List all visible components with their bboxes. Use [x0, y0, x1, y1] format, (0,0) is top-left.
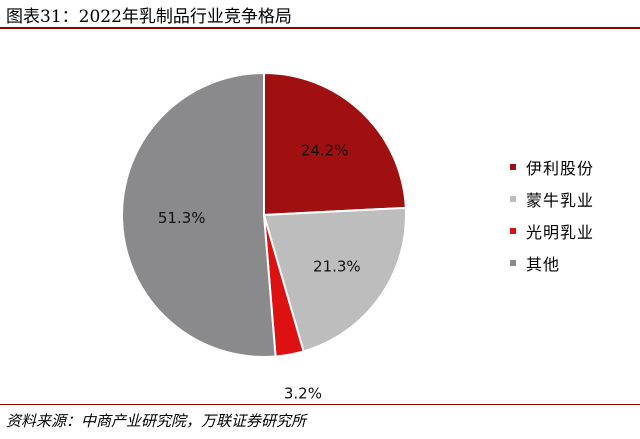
data-label-1: 24.2%	[301, 142, 349, 160]
legend-item-1: 伊利股份	[510, 151, 594, 183]
legend-swatch	[510, 196, 516, 202]
data-label-3: 3.2%	[284, 384, 322, 400]
data-label-4: 51.3%	[158, 209, 206, 227]
source-note: 资料来源：中商产业研究院，万联证券研究所	[6, 412, 307, 430]
legend-label: 其他	[526, 255, 561, 274]
legend-swatch	[510, 228, 516, 234]
legend-item-2: 蒙牛乳业	[510, 183, 594, 215]
pie-chart: 24.2% 21.3% 3.2% 51.3%	[121, 71, 407, 400]
pie-slice-1	[263, 71, 407, 217]
pie-slice-2	[262, 206, 407, 353]
legend-item-3: 光明乳业	[510, 215, 594, 247]
legend-item-4: 其他	[510, 247, 594, 279]
legend-swatch	[510, 164, 516, 170]
chart-legend: 伊利股份蒙牛乳业光明乳业其他	[510, 151, 594, 279]
pie-slices	[121, 71, 407, 358]
legend-swatch	[510, 260, 516, 266]
legend-label: 伊利股份	[526, 159, 595, 178]
footer-divider	[0, 404, 640, 405]
legend-label: 光明乳业	[526, 223, 595, 242]
legend-label: 蒙牛乳业	[526, 191, 595, 210]
pie-labels: 24.2% 21.3% 3.2% 51.3%	[158, 142, 361, 400]
chart-title: 图表31：2022年乳制品行业竞争格局	[6, 7, 292, 27]
data-label-2: 21.3%	[313, 257, 361, 275]
title-divider	[0, 27, 640, 29]
pie-slice-4	[121, 71, 277, 358]
